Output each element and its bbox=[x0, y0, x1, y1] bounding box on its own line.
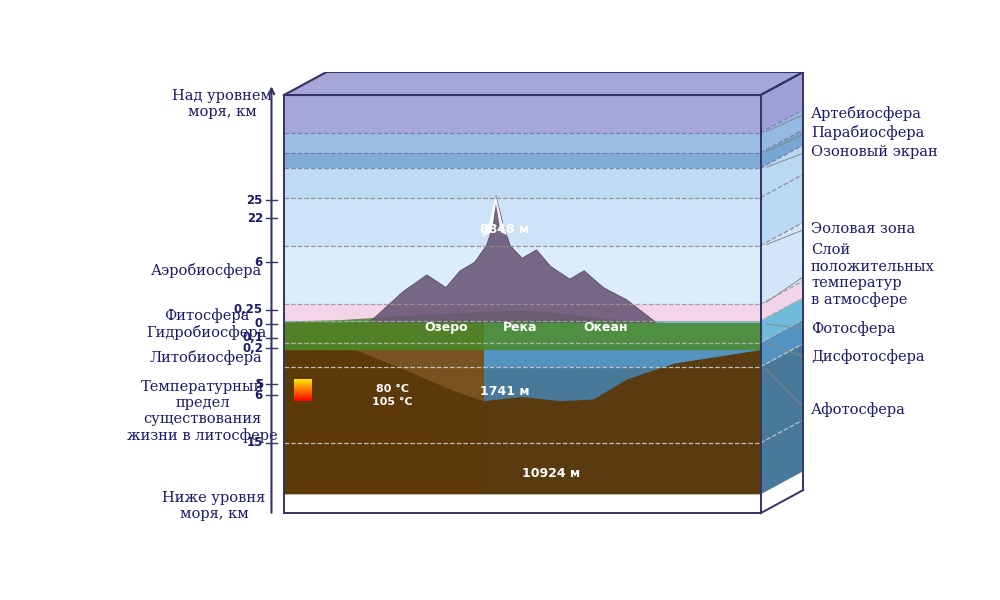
Polygon shape bbox=[284, 367, 761, 494]
Text: 6: 6 bbox=[255, 389, 263, 402]
Text: 0,1: 0,1 bbox=[242, 331, 263, 344]
Text: Дисфотосфера: Дисфотосфера bbox=[811, 350, 924, 364]
Polygon shape bbox=[761, 344, 803, 494]
Polygon shape bbox=[761, 72, 803, 133]
Text: Слой
положительных
температур
в атмосфере: Слой положительных температур в атмосфер… bbox=[811, 244, 935, 307]
Text: 6: 6 bbox=[255, 256, 263, 269]
Polygon shape bbox=[284, 310, 761, 350]
Polygon shape bbox=[761, 130, 803, 168]
Polygon shape bbox=[761, 298, 803, 343]
Polygon shape bbox=[284, 95, 761, 133]
Text: Аэробиосфера: Аэробиосфера bbox=[151, 263, 262, 278]
Polygon shape bbox=[284, 323, 484, 494]
Polygon shape bbox=[761, 320, 803, 367]
Text: Фитосфера
Гидробиосфера: Фитосфера Гидробиосфера bbox=[146, 308, 267, 340]
Polygon shape bbox=[761, 223, 803, 304]
Text: Афотосфера: Афотосфера bbox=[811, 402, 906, 416]
Text: 10924 м: 10924 м bbox=[522, 467, 580, 481]
Text: 0,2: 0,2 bbox=[242, 341, 263, 355]
Text: Температурный
предел
существования
жизни в литосфере: Температурный предел существования жизни… bbox=[127, 380, 278, 443]
Text: 25: 25 bbox=[247, 194, 263, 207]
Polygon shape bbox=[284, 168, 761, 197]
Text: 15: 15 bbox=[247, 436, 263, 449]
Polygon shape bbox=[284, 245, 761, 304]
Text: Ниже уровня
моря, км: Ниже уровня моря, км bbox=[162, 491, 266, 521]
Polygon shape bbox=[482, 196, 507, 237]
Polygon shape bbox=[370, 196, 656, 322]
Text: 22: 22 bbox=[247, 212, 263, 225]
Text: 8848 м: 8848 м bbox=[480, 223, 529, 236]
Text: 0: 0 bbox=[255, 317, 263, 331]
Text: 0,25: 0,25 bbox=[234, 303, 263, 316]
Polygon shape bbox=[284, 133, 761, 153]
Polygon shape bbox=[284, 72, 803, 95]
Text: 80 °С: 80 °С bbox=[376, 385, 409, 394]
Polygon shape bbox=[284, 197, 761, 245]
Text: Фотосфера: Фотосфера bbox=[811, 321, 895, 336]
Text: 1741 м: 1741 м bbox=[480, 385, 530, 398]
Text: Озеро: Озеро bbox=[425, 320, 468, 334]
Polygon shape bbox=[761, 145, 803, 245]
Polygon shape bbox=[284, 321, 761, 343]
Text: Над уровнем
моря, км: Над уровнем моря, км bbox=[172, 89, 272, 119]
Text: Парабиосфера: Парабиосфера bbox=[811, 125, 924, 140]
Text: Озоновый экран: Озоновый экран bbox=[811, 145, 938, 160]
Polygon shape bbox=[761, 110, 803, 153]
Text: Океан: Океан bbox=[583, 320, 628, 334]
Polygon shape bbox=[284, 350, 761, 494]
Text: 105 °С: 105 °С bbox=[372, 397, 413, 407]
Text: Река: Река bbox=[503, 320, 538, 334]
Polygon shape bbox=[284, 304, 761, 321]
Polygon shape bbox=[761, 281, 803, 321]
Polygon shape bbox=[284, 343, 761, 367]
Text: Эоловая зона: Эоловая зона bbox=[811, 222, 915, 236]
Text: Артебиосфера: Артебиосфера bbox=[811, 106, 922, 121]
Polygon shape bbox=[284, 153, 761, 168]
Text: 5: 5 bbox=[255, 378, 263, 391]
Text: Литобиосфера: Литобиосфера bbox=[150, 350, 263, 365]
